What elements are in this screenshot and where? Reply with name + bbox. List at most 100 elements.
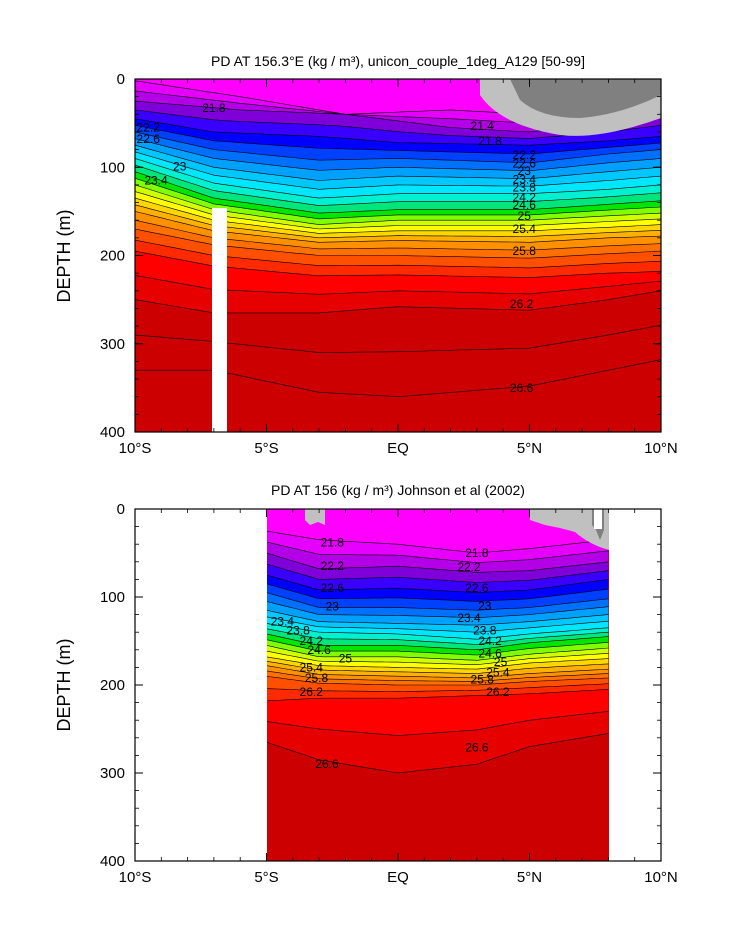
contour-label: 23.4 bbox=[513, 173, 537, 187]
contour-band bbox=[135, 151, 661, 199]
x-tick-label: 5°N bbox=[517, 440, 542, 457]
isopycnal-line bbox=[135, 125, 661, 155]
isopycnal-line bbox=[267, 633, 609, 651]
gap-white bbox=[594, 509, 602, 529]
isopycnal-line bbox=[267, 623, 609, 640]
isopycnal-line bbox=[267, 541, 609, 564]
contour-label: 21.8 bbox=[321, 535, 345, 549]
isopycnal-line bbox=[135, 118, 661, 146]
contour-label: 26.6 bbox=[510, 381, 534, 395]
contour-label: 24.6 bbox=[513, 198, 537, 212]
contour-label: 25 bbox=[339, 652, 353, 666]
contour-label: 25.8 bbox=[471, 673, 495, 687]
contour-band bbox=[267, 733, 609, 861]
isopycnal-line bbox=[267, 675, 609, 686]
isopycnal-line bbox=[135, 171, 661, 214]
panel-model: PD AT 156.3°E (kg / m³), unicon_couple_1… bbox=[54, 53, 678, 457]
isopycnal-line bbox=[267, 665, 609, 679]
isopycnal-line bbox=[267, 628, 609, 645]
contour-band bbox=[135, 220, 661, 259]
contour-band bbox=[267, 583, 609, 611]
contour-label: 26.2 bbox=[510, 297, 534, 311]
contour-band bbox=[267, 683, 609, 701]
contour-band bbox=[135, 191, 661, 234]
contour-band bbox=[267, 553, 609, 583]
contour-band bbox=[267, 542, 609, 573]
contour-label: 23 bbox=[478, 599, 492, 613]
contour-label: 21.8 bbox=[465, 546, 489, 560]
contour-band bbox=[267, 564, 609, 593]
contour-label: 22.2 bbox=[457, 560, 481, 574]
y-tick-label: 400 bbox=[100, 853, 125, 870]
contour-label: 24.2 bbox=[478, 634, 502, 648]
contour-label: 22.2 bbox=[321, 559, 345, 573]
contour-band bbox=[267, 610, 609, 633]
contour-band bbox=[135, 359, 661, 432]
isopycnal-line bbox=[135, 151, 661, 190]
contour-band bbox=[267, 645, 609, 665]
isopycnal-line bbox=[267, 733, 609, 774]
isopycnal-line bbox=[267, 616, 609, 633]
contour-label: 21.8 bbox=[202, 101, 226, 115]
isopycnal-line bbox=[135, 144, 661, 181]
contour-label: 25.8 bbox=[513, 244, 537, 258]
panel-title: PD AT 156 (kg / m³) Johnson et al (2002) bbox=[271, 482, 525, 498]
contour-band bbox=[267, 639, 609, 661]
isopycnal-line bbox=[267, 660, 609, 674]
isopycnal-line bbox=[267, 650, 609, 666]
y-tick-label: 0 bbox=[117, 71, 125, 88]
y-axis-label: DEPTH (m) bbox=[54, 210, 74, 303]
contour-band bbox=[135, 109, 661, 146]
contour-label: 23.4 bbox=[271, 615, 295, 629]
contour-label: 25 bbox=[494, 655, 508, 669]
isopycnal-line bbox=[135, 158, 661, 199]
contour-band bbox=[267, 592, 609, 618]
contour-label: 23 bbox=[518, 164, 532, 178]
y-tick-label: 100 bbox=[100, 159, 125, 176]
isopycnal-line bbox=[267, 670, 609, 682]
contour-label: 25.4 bbox=[300, 660, 324, 674]
contour-bands bbox=[135, 79, 661, 432]
contour-label: 26.6 bbox=[465, 741, 489, 755]
contour-label: 24.2 bbox=[300, 634, 324, 648]
contour-band bbox=[135, 240, 661, 278]
x-tick-label: EQ bbox=[387, 440, 409, 457]
contour-label: 22.6 bbox=[465, 581, 489, 595]
panel-observed: PD AT 156 (kg / m³) Johnson et al (2002)… bbox=[54, 482, 678, 886]
contour-label: 26.6 bbox=[315, 757, 339, 771]
contour-band bbox=[135, 251, 661, 295]
x-tick-label: 5°S bbox=[254, 440, 278, 457]
contour-bands bbox=[267, 509, 609, 861]
contour-band bbox=[135, 275, 661, 313]
isopycnal-line bbox=[267, 552, 609, 573]
contour-band bbox=[135, 184, 661, 229]
isopycnal-line bbox=[267, 592, 609, 611]
contour-label: 25.4 bbox=[513, 222, 537, 236]
contour-label: 23.4 bbox=[457, 611, 481, 625]
contour-label: 22.6 bbox=[321, 581, 345, 595]
isopycnal-line bbox=[267, 530, 609, 554]
gray-patch-small bbox=[305, 509, 325, 525]
x-tick-label: 10°S bbox=[119, 869, 152, 886]
contour-fill bbox=[135, 79, 661, 432]
contour-band bbox=[267, 616, 609, 640]
contour-band bbox=[135, 145, 661, 190]
contour-label: 23.8 bbox=[473, 623, 497, 637]
contour-band bbox=[135, 101, 661, 139]
isopycnal-line bbox=[267, 683, 609, 692]
contour-label: 25.8 bbox=[305, 671, 329, 685]
contour-band bbox=[135, 178, 661, 225]
contour-band bbox=[267, 711, 609, 773]
contour-band bbox=[267, 623, 609, 645]
contour-band bbox=[267, 509, 609, 553]
contour-band bbox=[267, 601, 609, 626]
contour-label: 22.6 bbox=[513, 157, 537, 171]
x-tick-label: 10°N bbox=[644, 869, 678, 886]
contour-label: 25.4 bbox=[486, 666, 510, 680]
axes: 10°S 5°S EQ 5°N 10°N 0 100 200 300 400 bbox=[100, 501, 678, 886]
contour-label: 25 bbox=[518, 209, 532, 223]
x-tick-label: 5°S bbox=[254, 869, 278, 886]
contour-band bbox=[135, 125, 661, 163]
masked-band bbox=[212, 208, 227, 432]
